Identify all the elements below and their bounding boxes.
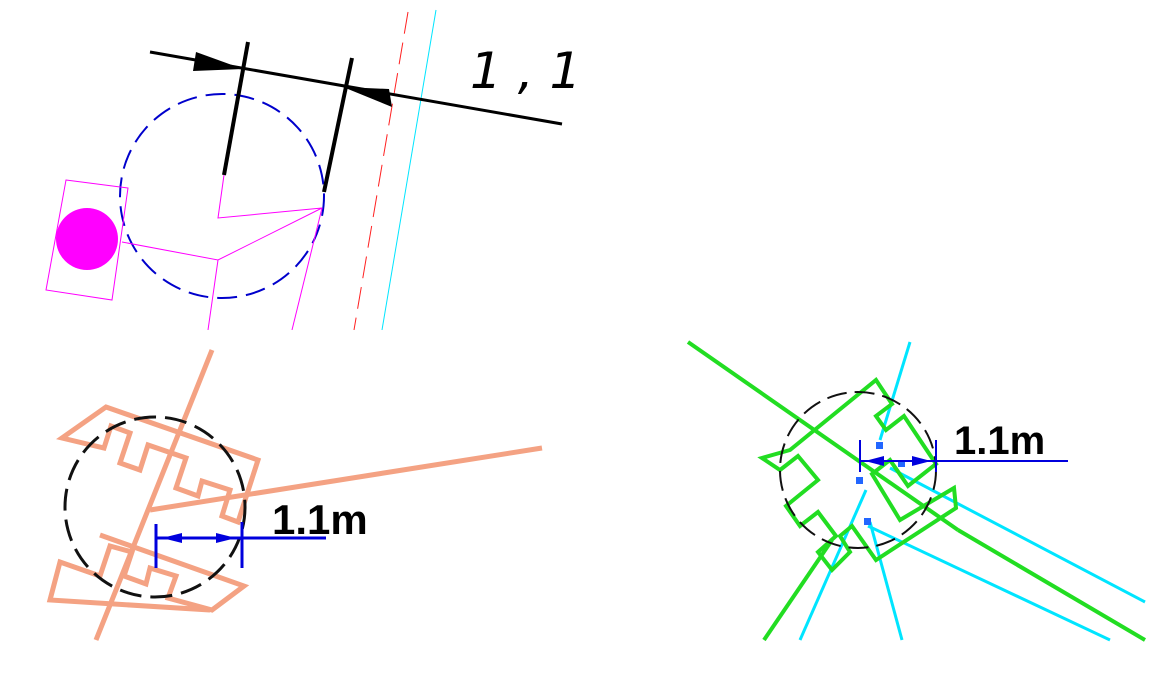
dimension-label: 1.1m bbox=[272, 496, 368, 543]
salmon-lines bbox=[93, 349, 543, 641]
diagram-panel-top-left: 1 , 1 bbox=[0, 0, 600, 330]
red-dashed-line bbox=[353, 11, 409, 330]
blue-dashed-circle bbox=[119, 93, 325, 299]
magenta-filled-circle bbox=[56, 208, 118, 270]
arrowhead-left bbox=[193, 52, 243, 71]
cyan-line bbox=[381, 9, 437, 330]
arrowhead-right bbox=[343, 87, 392, 107]
green-crank-shape bbox=[757, 377, 959, 574]
dimension-b bbox=[154, 522, 326, 568]
arrowhead-right bbox=[912, 456, 931, 466]
salmon-crank-shape bbox=[56, 404, 262, 526]
arrowhead-left bbox=[162, 533, 182, 543]
grip-points bbox=[856, 442, 905, 525]
dimension-a bbox=[149, 41, 563, 193]
diagram-panel-bottom-left: 1.1m bbox=[0, 330, 580, 687]
dimension-label: 1.1m bbox=[954, 419, 1045, 463]
magenta-lines bbox=[121, 174, 323, 330]
black-dashed-circle bbox=[63, 415, 247, 599]
black-dashed-circle bbox=[779, 391, 937, 549]
diagram-panel-bottom-right: 1.1m bbox=[640, 330, 1173, 687]
cyan-lines bbox=[798, 341, 1146, 642]
dimension-c bbox=[859, 440, 1068, 472]
arrowhead-right bbox=[216, 533, 236, 543]
arrowhead-left bbox=[865, 456, 884, 466]
green-lines bbox=[686, 340, 1147, 642]
dimension-label: 1 , 1 bbox=[470, 42, 581, 100]
magenta-rectangle bbox=[45, 179, 129, 301]
salmon-crank-shape-lower bbox=[46, 532, 250, 613]
